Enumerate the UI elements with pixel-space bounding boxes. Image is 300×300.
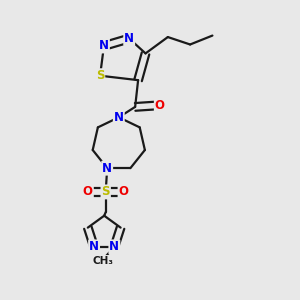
Text: N: N	[114, 111, 124, 124]
Text: N: N	[124, 32, 134, 45]
Text: CH₃: CH₃	[93, 256, 114, 266]
Text: S: S	[96, 69, 104, 82]
Text: S: S	[101, 185, 110, 198]
Text: N: N	[89, 240, 99, 254]
Text: O: O	[155, 99, 165, 112]
Text: N: N	[99, 40, 109, 52]
Text: O: O	[118, 185, 128, 198]
Text: O: O	[83, 185, 93, 198]
Text: N: N	[109, 240, 119, 254]
Text: N: N	[102, 162, 112, 175]
